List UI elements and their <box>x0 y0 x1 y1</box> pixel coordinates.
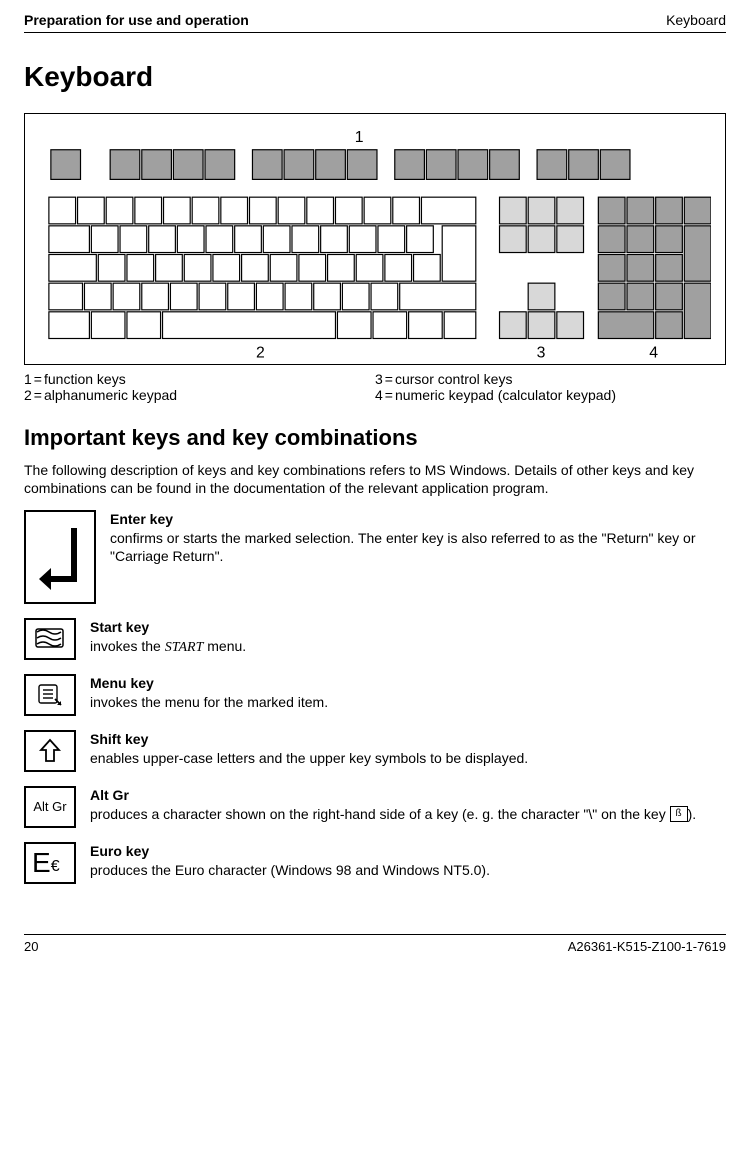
legend-text: numeric keypad (calculator keypad) <box>395 387 616 403</box>
legend-eq: = <box>34 371 42 387</box>
key-body: produces a character shown on the right-… <box>90 806 696 822</box>
function-keys-row <box>51 150 630 180</box>
key-text: Alt Gr produces a character shown on the… <box>90 786 696 824</box>
legend-item: 3 = cursor control keys <box>375 371 726 387</box>
key-text: Euro key produces the Euro character (Wi… <box>90 842 490 880</box>
key-title: Menu key <box>90 674 328 693</box>
inline-key-icon: ß <box>670 806 688 822</box>
key-body-prefix: produces a character shown on the right-… <box>90 806 670 822</box>
key-body: produces the Euro character (Windows 98 … <box>90 862 490 878</box>
euro-key-icon: E€ <box>24 842 76 884</box>
key-body: invokes the menu for the marked item. <box>90 694 328 710</box>
key-item-enter: Enter key confirms or starts the marked … <box>24 510 726 604</box>
page-header: Preparation for use and operation Keyboa… <box>24 12 726 33</box>
euro-label-main: E <box>32 847 51 879</box>
key-item-start: Start key invokes the START menu. <box>24 618 726 660</box>
kb-label-4: 4 <box>649 344 658 360</box>
euro-label-sub: € <box>51 858 60 876</box>
legend-num: 4 <box>375 387 383 403</box>
intro-paragraph: The following description of keys and ke… <box>24 461 726 497</box>
legend-item: 1 = function keys <box>24 371 375 387</box>
key-body-italic: START <box>165 640 204 655</box>
alpha-block <box>49 197 476 338</box>
legend-num: 1 <box>24 371 32 387</box>
legend-col-right: 3 = cursor control keys 4 = numeric keyp… <box>375 371 726 403</box>
menu-key-icon <box>24 674 76 716</box>
key-body-suffix: ). <box>688 806 697 822</box>
legend-num: 3 <box>375 371 383 387</box>
key-text: Menu key invokes the menu for the marked… <box>90 674 328 712</box>
numpad-block <box>598 197 711 338</box>
key-item-euro: E€ Euro key produces the Euro character … <box>24 842 726 884</box>
legend-eq: = <box>385 371 393 387</box>
altgr-key-icon: Alt Gr <box>24 786 76 828</box>
enter-key-icon <box>24 510 96 604</box>
header-right: Keyboard <box>666 12 726 28</box>
kb-label-2: 2 <box>256 344 265 360</box>
key-list: Enter key confirms or starts the marked … <box>24 510 726 884</box>
keyboard-diagram-frame: 1 <box>24 113 726 365</box>
key-title: Shift key <box>90 730 528 749</box>
start-key-icon <box>24 618 76 660</box>
keyboard-diagram: 1 <box>39 128 711 360</box>
key-body: invokes the START menu. <box>90 638 246 654</box>
legend-text: function keys <box>44 371 126 387</box>
kb-label-1: 1 <box>355 129 364 146</box>
key-title: Enter key <box>110 510 726 529</box>
footer-doc-id: A26361-K515-Z100-1-7619 <box>568 939 726 954</box>
key-item-menu: Menu key invokes the menu for the marked… <box>24 674 726 716</box>
euro-label: E€ <box>32 847 60 879</box>
page-footer: 20 A26361-K515-Z100-1-7619 <box>24 934 726 954</box>
legend-col-left: 1 = function keys 2 = alphanumeric keypa… <box>24 371 375 403</box>
altgr-label: Alt Gr <box>33 799 66 814</box>
key-body: enables upper-case letters and the upper… <box>90 750 528 766</box>
legend-num: 2 <box>24 387 32 403</box>
key-body-prefix: invokes the <box>90 638 165 654</box>
header-left: Preparation for use and operation <box>24 12 249 28</box>
key-body-suffix: menu. <box>203 638 246 654</box>
legend-text: cursor control keys <box>395 371 512 387</box>
footer-page-number: 20 <box>24 939 38 954</box>
page-title: Keyboard <box>24 61 726 93</box>
nav-block <box>500 197 584 338</box>
legend: 1 = function keys 2 = alphanumeric keypa… <box>24 371 726 403</box>
key-title: Euro key <box>90 842 490 861</box>
key-item-altgr: Alt Gr Alt Gr produces a character shown… <box>24 786 726 828</box>
shift-key-icon <box>24 730 76 772</box>
key-item-shift: Shift key enables upper-case letters and… <box>24 730 726 772</box>
key-text: Enter key confirms or starts the marked … <box>110 510 726 567</box>
subtitle: Important keys and key combinations <box>24 425 726 451</box>
key-title: Alt Gr <box>90 786 696 805</box>
legend-eq: = <box>385 387 393 403</box>
key-body: confirms or starts the marked selection.… <box>110 530 695 565</box>
key-text: Start key invokes the START menu. <box>90 618 246 658</box>
kb-label-3: 3 <box>537 344 546 360</box>
key-text: Shift key enables upper-case letters and… <box>90 730 528 768</box>
legend-item: 2 = alphanumeric keypad <box>24 387 375 403</box>
legend-text: alphanumeric keypad <box>44 387 177 403</box>
legend-item: 4 = numeric keypad (calculator keypad) <box>375 387 726 403</box>
key-title: Start key <box>90 618 246 637</box>
legend-eq: = <box>34 387 42 403</box>
